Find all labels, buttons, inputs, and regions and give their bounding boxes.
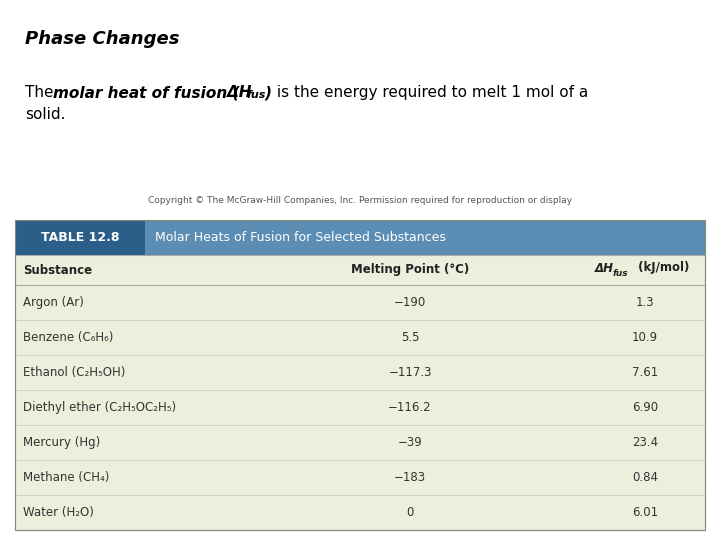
Text: fus: fus [246,90,266,100]
Text: 23.4: 23.4 [632,436,658,449]
Text: Ethanol (C₂H₅OH): Ethanol (C₂H₅OH) [23,366,125,379]
Text: −39: −39 [397,436,423,449]
Text: ΔH: ΔH [595,261,614,274]
Text: (kJ/mol): (kJ/mol) [634,261,689,274]
Text: Diethyl ether (C₂H₅OC₂H₅): Diethyl ether (C₂H₅OC₂H₅) [23,401,176,414]
Text: TABLE 12.8: TABLE 12.8 [41,231,120,244]
Text: fus: fus [613,268,629,278]
Text: −117.3: −117.3 [388,366,432,379]
Text: Argon (Ar): Argon (Ar) [23,296,84,309]
Text: The: The [25,85,58,100]
Text: Copyright © The McGraw-Hill Companies, Inc. Permission required for reproduction: Copyright © The McGraw-Hill Companies, I… [148,196,572,205]
Text: Water (H₂O): Water (H₂O) [23,506,94,519]
Text: molar heat of fusion (: molar heat of fusion ( [53,85,240,100]
Text: 7.61: 7.61 [632,366,658,379]
Text: ΔH: ΔH [227,85,251,100]
Text: 1.3: 1.3 [636,296,654,309]
Bar [15,220,145,255]
Text: 10.9: 10.9 [632,331,658,344]
Text: Molar Heats of Fusion for Selected Substances: Molar Heats of Fusion for Selected Subst… [155,231,446,244]
Text: Phase Changes: Phase Changes [25,30,179,48]
Text: −116.2: −116.2 [388,401,432,414]
Text: −183: −183 [394,471,426,484]
Text: Methane (CH₄): Methane (CH₄) [23,471,109,484]
Text: is the energy required to melt 1 mol of a: is the energy required to melt 1 mol of … [272,85,588,100]
Text: Benzene (C₆H₆): Benzene (C₆H₆) [23,331,113,344]
Text: 6.90: 6.90 [632,401,658,414]
Bar [15,255,705,530]
Text: 5.5: 5.5 [401,331,419,344]
Text: Mercury (Hg): Mercury (Hg) [23,436,100,449]
Text: 0.84: 0.84 [632,471,658,484]
Text: solid.: solid. [25,107,66,122]
Text: ): ) [264,85,271,100]
Text: Substance: Substance [23,264,92,276]
Bar [145,220,705,255]
Bar [15,220,705,530]
Text: −190: −190 [394,296,426,309]
Text: 6.01: 6.01 [632,506,658,519]
Text: Melting Point (°C): Melting Point (°C) [351,264,469,276]
Text: 0: 0 [406,506,414,519]
